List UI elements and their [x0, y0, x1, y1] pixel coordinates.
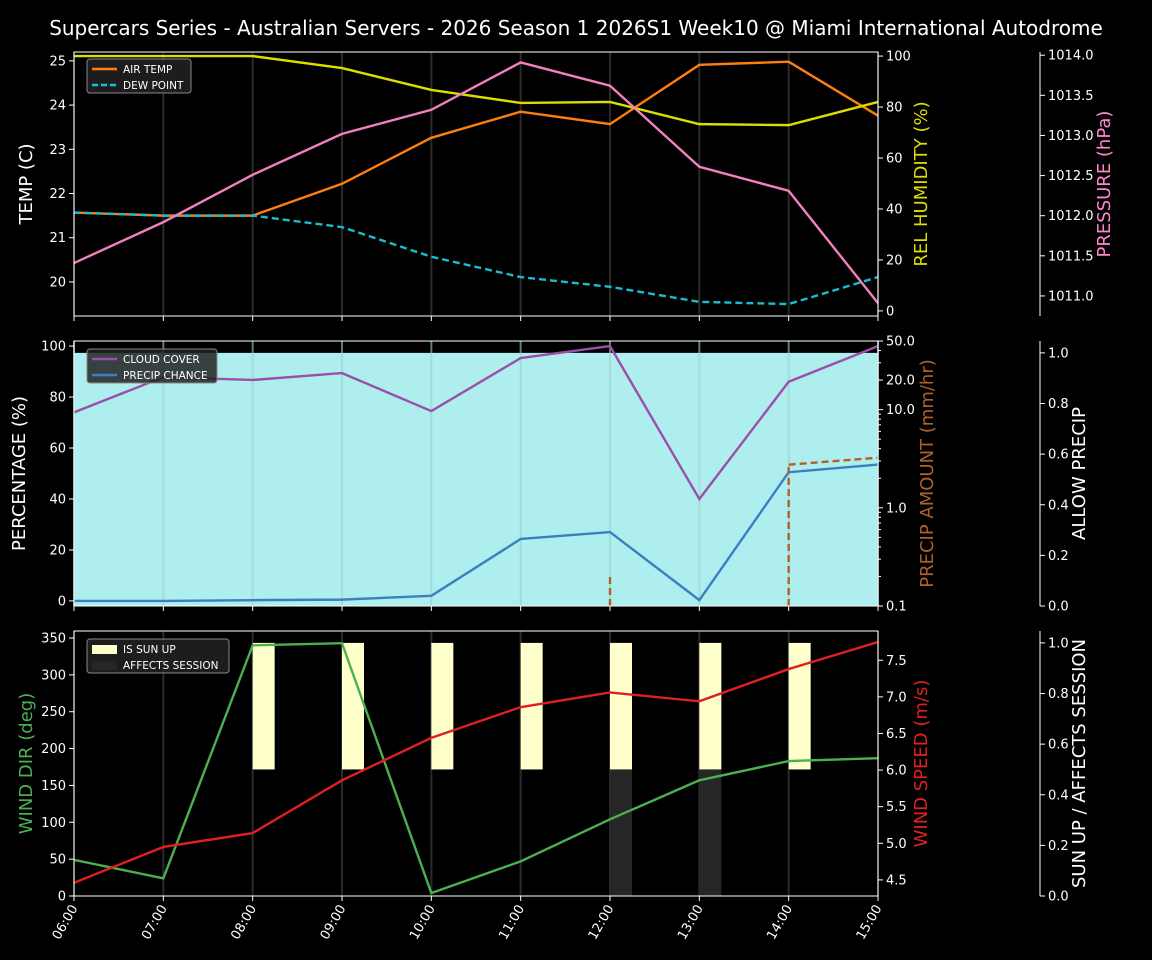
left-axis-tick-label: 80: [49, 391, 66, 406]
far-axis-tick-label: 0.6: [1048, 448, 1069, 463]
is-sun-up-bar: [699, 642, 722, 770]
legend-box: [86, 638, 230, 674]
left-axis-tick-label: 22: [49, 187, 66, 202]
left-axis-tick-label: 200: [41, 742, 66, 757]
affects-session-bar: [610, 769, 632, 896]
right-axis-label: WIND SPEED (m/s): [911, 680, 932, 848]
right-axis-tick-label: 80: [886, 101, 903, 116]
far-axis-tick-label: 0.8: [1048, 687, 1069, 702]
far-axis-label: PRESSURE (hPa): [1094, 111, 1115, 258]
legend-swatch: [92, 645, 117, 654]
pressure-line: [73, 61, 879, 304]
left-axis-tick-label: 350: [41, 632, 66, 647]
precip-amount-line: [788, 456, 879, 466]
far-axis-tick-label: 0.2: [1048, 839, 1069, 854]
legend-swatch: [92, 661, 117, 670]
is-sun-up-bar: [610, 642, 632, 770]
right-axis-tick-label: 100: [886, 50, 911, 65]
left-axis-tick-label: 0: [58, 594, 66, 609]
affects-session-bar: [699, 769, 722, 896]
is-sun-up-bar: [788, 642, 811, 770]
left-axis-tick-label: 24: [49, 99, 66, 114]
left-axis-label: WIND DIR (deg): [16, 693, 37, 835]
legend-label: CLOUD COVER: [123, 354, 200, 366]
right-axis-tick-label: 0.1: [886, 600, 907, 615]
left-axis-tick-label: 100: [41, 816, 66, 831]
far-axis-tick-label: 1011.0: [1048, 289, 1094, 304]
far-axis-tick-label: 0.2: [1048, 549, 1069, 564]
far-axis-tick-label: 0.8: [1048, 397, 1069, 412]
right-axis-tick-label: 40: [886, 202, 903, 217]
right-axis-tick-label: 6.5: [886, 727, 907, 742]
far-axis-tick-label: 0.0: [1048, 600, 1069, 615]
right-axis-tick-label: 7.0: [886, 690, 907, 705]
legend-label: AIR TEMP: [123, 64, 172, 76]
legend-label: PRECIP CHANCE: [123, 370, 208, 382]
left-axis-tick-label: 150: [41, 779, 66, 794]
right-axis-tick-label: 1.0: [886, 501, 907, 516]
right-axis-tick-label: 0: [886, 304, 894, 319]
right-axis-tick-label: 6.0: [886, 764, 907, 779]
right-axis-tick-label: 50.0: [886, 335, 915, 350]
far-axis-tick-label: 1012.5: [1048, 169, 1094, 184]
wind-speed-line: [73, 640, 879, 884]
far-axis-tick-label: 1012.0: [1048, 209, 1094, 224]
right-axis-tick-label: 5.0: [886, 837, 907, 852]
far-axis-tick-label: 0.6: [1048, 738, 1069, 753]
far-axis-tick-label: 1.0: [1048, 346, 1069, 361]
legend-box: [86, 348, 218, 384]
precip-chance-line: [74, 463, 879, 603]
left-axis-tick-label: 20: [49, 543, 66, 558]
legend: IS SUN UP AFFECTS SESSION: [86, 638, 230, 674]
left-axis-tick-label: 50: [49, 853, 66, 868]
legend-label: DEW POINT: [123, 80, 184, 92]
left-axis-tick-label: 60: [49, 442, 66, 457]
right-axis-tick-label: 20: [886, 253, 903, 268]
far-axis-tick-label: 0.0: [1048, 890, 1069, 905]
left-axis-tick-label: 40: [49, 492, 66, 507]
far-axis-label: SUN UP / AFFECTS SESSION: [1069, 639, 1090, 888]
right-axis-tick-label: 4.5: [886, 873, 907, 888]
far-axis-label: ALLOW PRECIP: [1069, 407, 1090, 540]
legend: CLOUD COVER PRECIP CHANCE: [86, 348, 218, 384]
far-axis-tick-label: 1011.5: [1048, 249, 1094, 264]
left-axis-tick-label: 0: [58, 890, 66, 905]
left-axis-tick-label: 21: [49, 231, 66, 246]
legend: AIR TEMP DEW POINT: [86, 58, 192, 94]
far-axis-tick-label: 1013.0: [1048, 129, 1094, 144]
right-axis-tick-label: 5.5: [886, 800, 907, 815]
left-axis-label: TEMP (C): [16, 143, 37, 225]
left-axis-tick-label: 250: [41, 705, 66, 720]
right-axis-tick-label: 10.0: [886, 403, 915, 418]
is-sun-up-bar: [431, 642, 454, 770]
left-axis-tick-label: 23: [49, 143, 66, 158]
left-axis-tick-label: 300: [41, 668, 66, 683]
left-axis-label: PERCENTAGE (%): [9, 396, 30, 551]
right-axis-tick-label: 60: [886, 152, 903, 167]
wind-dir-line: [73, 641, 879, 895]
right-axis-tick-label: 7.5: [886, 654, 907, 669]
legend-label: IS SUN UP: [123, 644, 176, 656]
far-axis-tick-label: 0.4: [1048, 788, 1069, 803]
dew-point-line: [73, 211, 879, 306]
left-axis-tick-label: 20: [49, 275, 66, 290]
left-axis-tick-label: 25: [49, 54, 66, 69]
legend-label: AFFECTS SESSION: [123, 660, 219, 672]
right-axis-tick-label: 20.0: [886, 374, 915, 389]
panel-2: CLOUD COVER PRECIP CHANCE: [73, 340, 879, 611]
is-sun-up-bar: [342, 642, 364, 770]
rel-humidity-line: [74, 54, 879, 127]
right-axis-label: PRECIP AMOUNT (mm/hr): [917, 359, 938, 588]
far-axis-tick-label: 0.4: [1048, 498, 1069, 513]
far-axis-tick-label: 1014.0: [1048, 49, 1094, 64]
far-axis-tick-label: 1.0: [1048, 636, 1069, 651]
far-axis-tick-label: 1013.5: [1048, 89, 1094, 104]
allow-precip-fill: [74, 352, 878, 606]
right-axis-label: REL HUMIDITY (%): [911, 101, 932, 266]
chart-title: Supercars Series - Australian Servers - …: [49, 16, 1103, 40]
left-axis-tick-label: 100: [41, 340, 66, 355]
is-sun-up-bar: [252, 642, 275, 770]
